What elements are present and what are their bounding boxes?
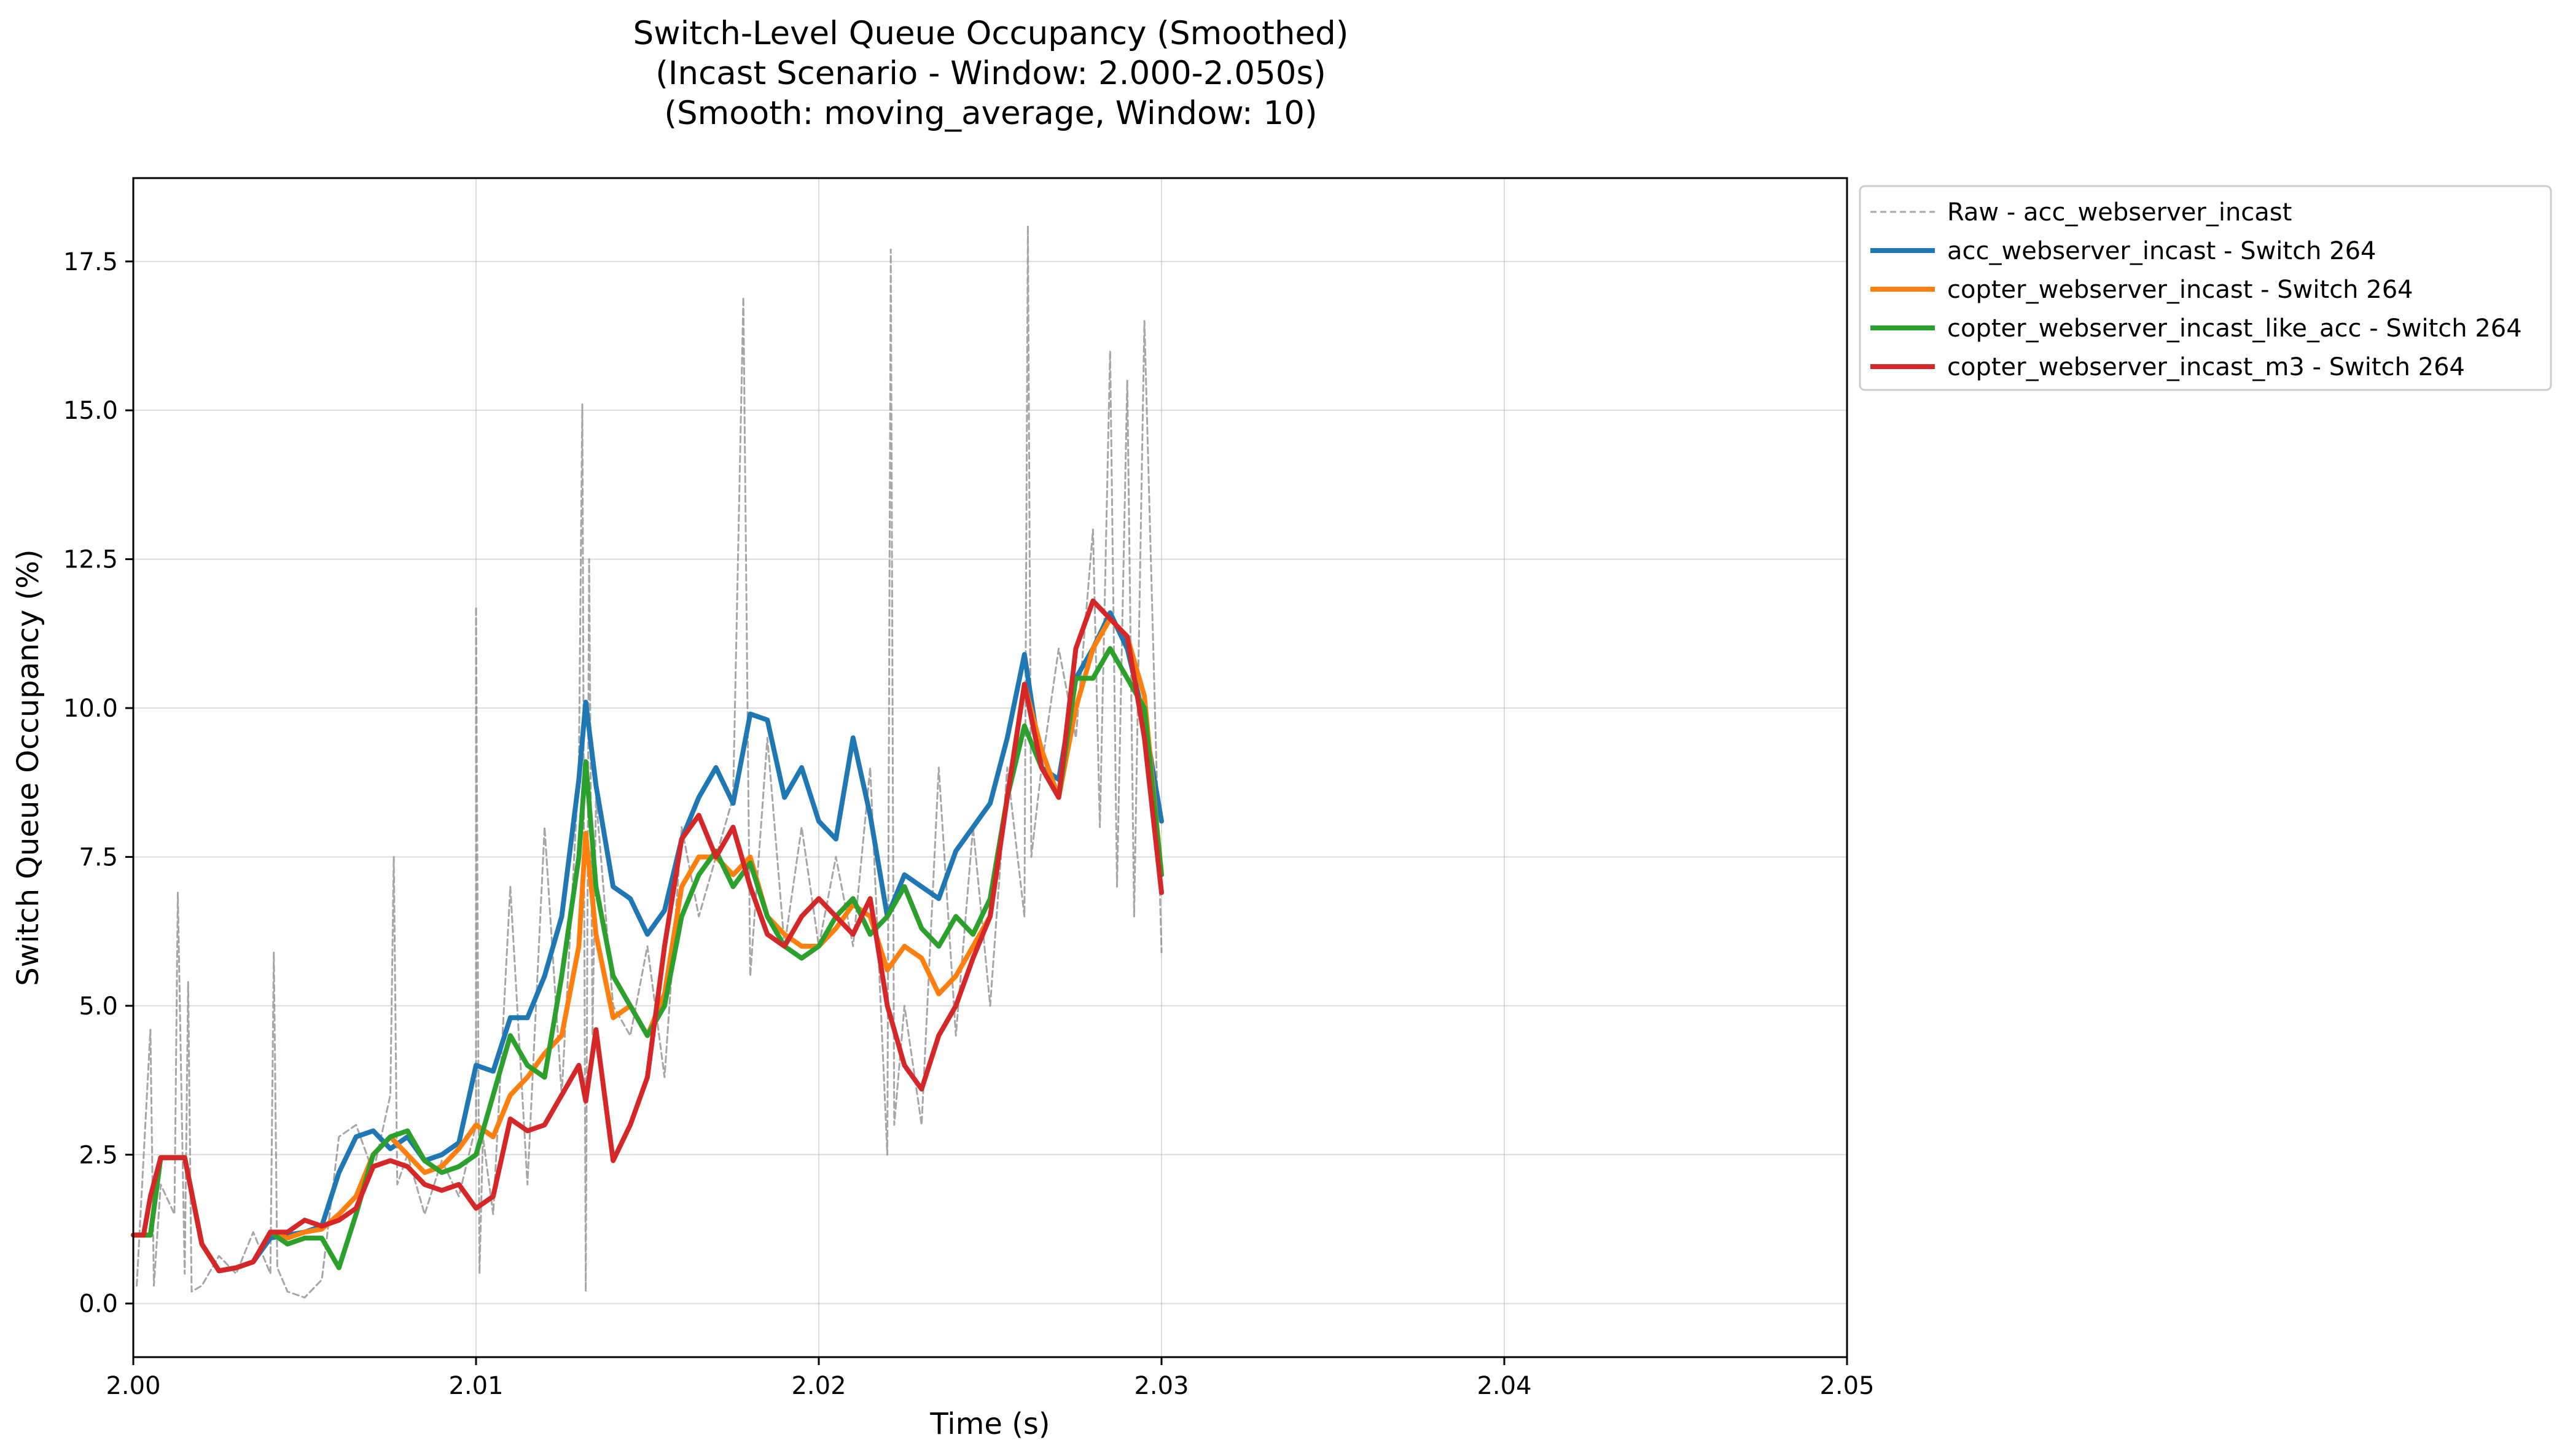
chart-title-line-3: (Smooth: moving_average, Window: 10): [664, 95, 1317, 132]
x-axis-label: Time (s): [929, 1407, 1050, 1441]
legend-label-4: copter_webserver_incast_like_acc - Switc…: [1947, 314, 2522, 343]
y-tick-label: 0.0: [79, 1290, 118, 1318]
x-tick-label: 2.04: [1477, 1372, 1531, 1400]
y-tick-label: 7.5: [79, 843, 118, 871]
legend-label-1: Raw - acc_webserver_incast: [1947, 198, 2292, 227]
legend-box: [1859, 185, 2552, 391]
y-axis-label: Switch Queue Occupancy (%): [11, 549, 45, 986]
legend-label-5: copter_webserver_incast_m3 - Switch 264: [1947, 353, 2465, 381]
x-tick-label: 2.00: [106, 1372, 160, 1400]
series-line-4: [131, 646, 1164, 1274]
series-line-1: [136, 225, 1163, 1299]
plot-frame: [132, 177, 1848, 1358]
y-tick-label: 5.0: [79, 992, 118, 1021]
y-tick-label: 12.5: [63, 546, 118, 574]
x-tick-label: 2.02: [791, 1372, 846, 1400]
y-tick-label: 2.5: [79, 1141, 118, 1169]
y-tick-label: 15.0: [63, 397, 118, 425]
legend: Raw - acc_webserver_incast acc_webserver_…: [1859, 185, 2552, 391]
x-tick-label: 2.03: [1134, 1372, 1189, 1400]
plot-series: [131, 225, 1164, 1299]
x-tick-label: 2.05: [1819, 1372, 1874, 1400]
x-tick-label: 2.01: [448, 1372, 503, 1400]
axis-ticks: 2.00 2.01 2.02 2.03 2.04 2.05 0.0 2.5 5.0 7.5 10.0…: [63, 248, 1875, 1400]
y-tick-label: 10.0: [63, 695, 118, 723]
chart-title-line-2: (Incast Scenario - Window: 2.000-2.050s): [655, 55, 1326, 92]
series-line-5: [131, 598, 1164, 1274]
chart-title-line-1: Switch-Level Queue Occupancy (Smoothed): [633, 15, 1349, 52]
legend-label-2: acc_webserver_incast - Switch 264: [1947, 237, 2376, 265]
legend-label-3: copter_webserver_incast - Switch 264: [1947, 276, 2413, 304]
y-tick-label: 17.5: [63, 248, 118, 276]
